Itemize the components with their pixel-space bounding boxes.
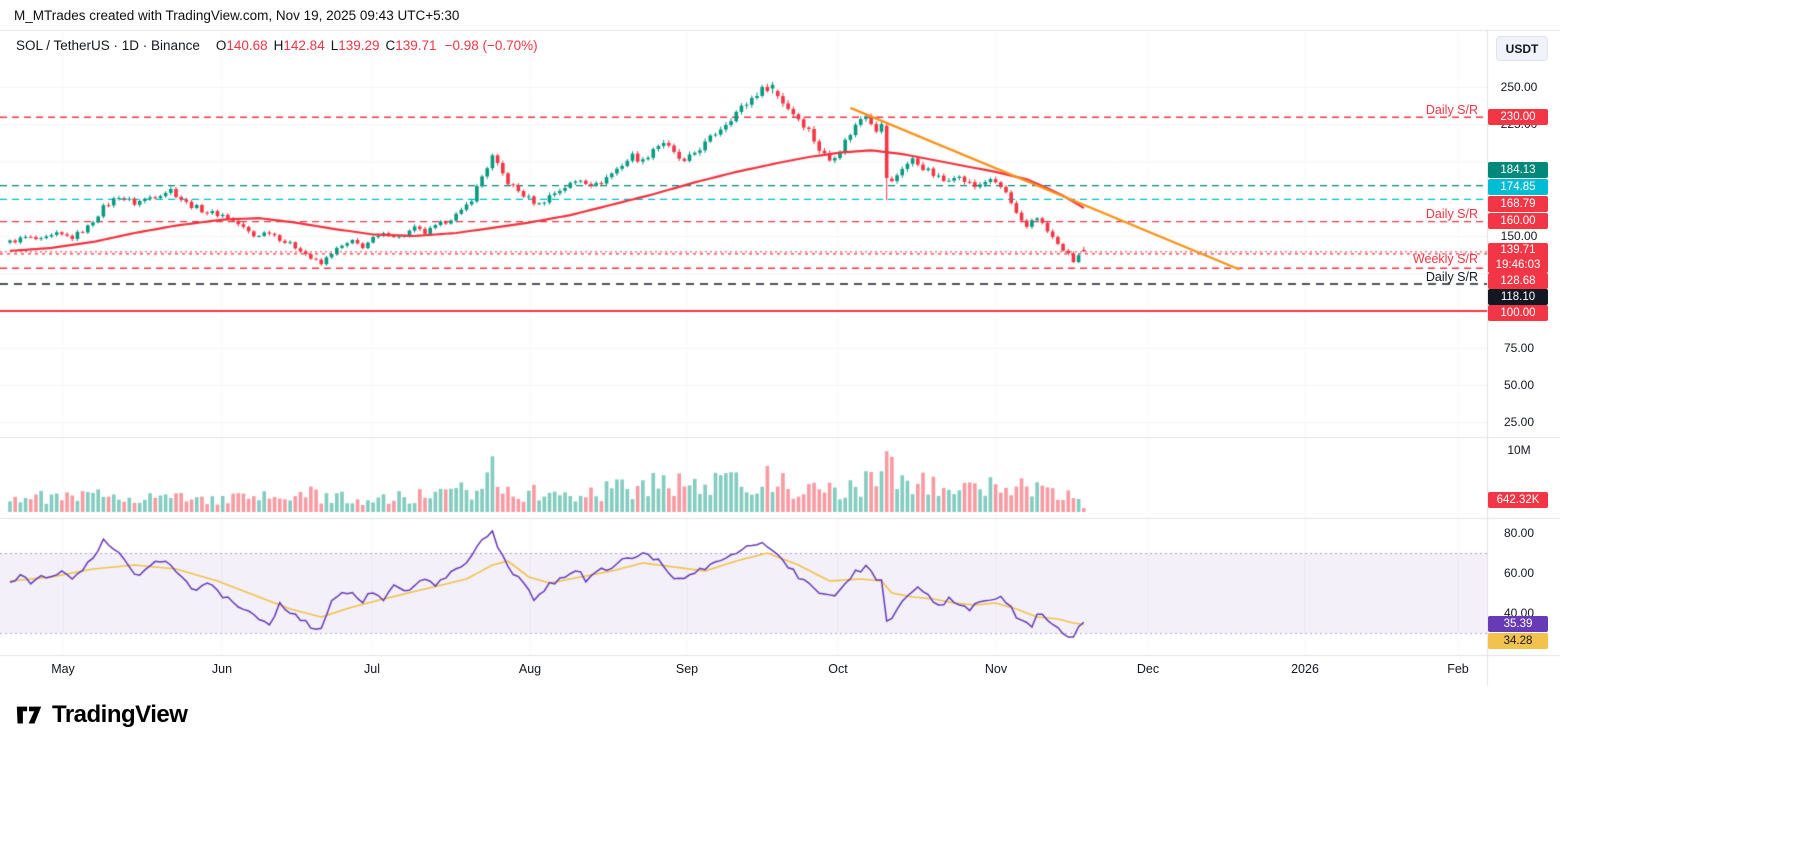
symbol-status-bar: SOL / TetherUS · 1D · Binance O140.68 H142…	[16, 38, 538, 53]
time-axis-label: Jul	[364, 662, 380, 676]
price-badge: 168.79	[1488, 196, 1548, 212]
price-badge: 118.10	[1488, 289, 1548, 305]
attribution-watermark: M_MTrades created with TradingView.com, …	[14, 8, 460, 23]
sr-label[interactable]: Weekly S/R	[1412, 252, 1478, 267]
ohlc-value: 140.68	[226, 38, 268, 53]
time-axis-label: Oct	[828, 662, 848, 676]
ohlc-label: H	[273, 38, 284, 53]
price-tick-label: 250.00	[1500, 80, 1538, 94]
price-tick-label: 75.00	[1503, 340, 1535, 355]
ohlc-label: O	[215, 38, 227, 53]
ohlc-values: O140.68 H142.84 L139.29 C139.71	[210, 38, 437, 53]
price-badge: 128.68	[1488, 273, 1548, 289]
price-tick-label: 50.00	[1503, 378, 1535, 392]
price-badge: 100.00	[1488, 305, 1548, 321]
rsi-tick-label: 60.00	[1503, 566, 1535, 580]
time-axis-label: May	[51, 662, 75, 676]
price-badge: 230.00	[1488, 109, 1548, 125]
currency-usdt-button[interactable]: USDT	[1496, 36, 1548, 61]
time-axis-label: 2026	[1291, 662, 1319, 676]
price-badge: 184.13	[1488, 162, 1548, 178]
rsi-badge: 34.28	[1488, 633, 1548, 649]
price-badge: 139.71 19:46:03	[1488, 243, 1548, 273]
volume-tick-label: 10M	[1507, 443, 1531, 457]
brand-text: TradingView	[52, 701, 188, 728]
time-axis-label: Nov	[984, 662, 1008, 676]
tradingview-logo[interactable]: TradingView	[14, 700, 188, 730]
price-tick-label: 150.00	[1500, 229, 1538, 243]
price-badge-value: 139.71	[1500, 244, 1536, 256]
change-value: −0.98 (−0.70%)	[444, 38, 538, 53]
rsi-tick-label: 80.00	[1503, 526, 1535, 540]
ohlc-value: 139.29	[338, 38, 380, 53]
bar-countdown: 19:46:03	[1495, 259, 1541, 271]
symbol-title[interactable]: SOL / TetherUS · 1D · Binance	[16, 38, 200, 53]
sr-label[interactable]: Daily S/R	[1425, 206, 1478, 221]
tradingview-logo-icon	[14, 700, 44, 730]
time-axis-label: Feb	[1447, 662, 1469, 676]
sr-label[interactable]: Daily S/R	[1425, 270, 1478, 285]
sr-label[interactable]: Daily S/R	[1425, 103, 1478, 118]
ohlc-label: L	[330, 38, 339, 53]
time-axis-label: Aug	[518, 662, 542, 676]
time-axis-label: Dec	[1136, 662, 1160, 676]
rsi-badge: 35.39	[1488, 616, 1548, 632]
price-badge: 174.85	[1488, 179, 1548, 195]
time-axis-label: Jun	[211, 662, 233, 676]
volume-badge: 642.32K	[1488, 492, 1548, 508]
ohlc-value: 142.84	[283, 38, 325, 53]
time-axis-label: Sep	[675, 662, 699, 676]
price-badge: 160.00	[1488, 213, 1548, 229]
price-tick-label: 25.00	[1503, 415, 1535, 430]
ohlc-label: C	[385, 38, 396, 53]
ohlc-value: 139.71	[395, 38, 437, 53]
